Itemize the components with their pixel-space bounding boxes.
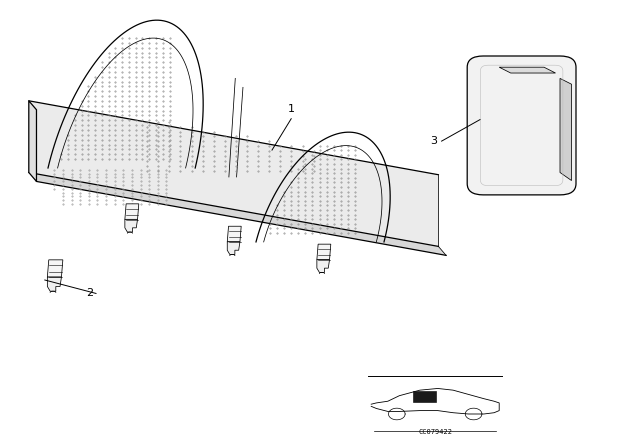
Polygon shape	[317, 260, 330, 272]
Polygon shape	[227, 242, 240, 254]
Text: 1: 1	[288, 104, 294, 114]
Polygon shape	[29, 101, 438, 246]
Polygon shape	[317, 244, 331, 260]
Polygon shape	[227, 226, 241, 242]
Text: 3: 3	[430, 136, 437, 146]
Text: CC079422: CC079422	[418, 429, 452, 435]
Polygon shape	[47, 260, 63, 277]
Polygon shape	[47, 277, 61, 291]
Polygon shape	[29, 172, 446, 255]
Polygon shape	[125, 220, 138, 232]
Text: 2: 2	[86, 289, 93, 298]
Polygon shape	[560, 78, 572, 181]
FancyBboxPatch shape	[413, 392, 436, 402]
Polygon shape	[29, 101, 36, 181]
FancyBboxPatch shape	[467, 56, 576, 195]
Polygon shape	[125, 204, 139, 220]
Polygon shape	[499, 67, 556, 73]
